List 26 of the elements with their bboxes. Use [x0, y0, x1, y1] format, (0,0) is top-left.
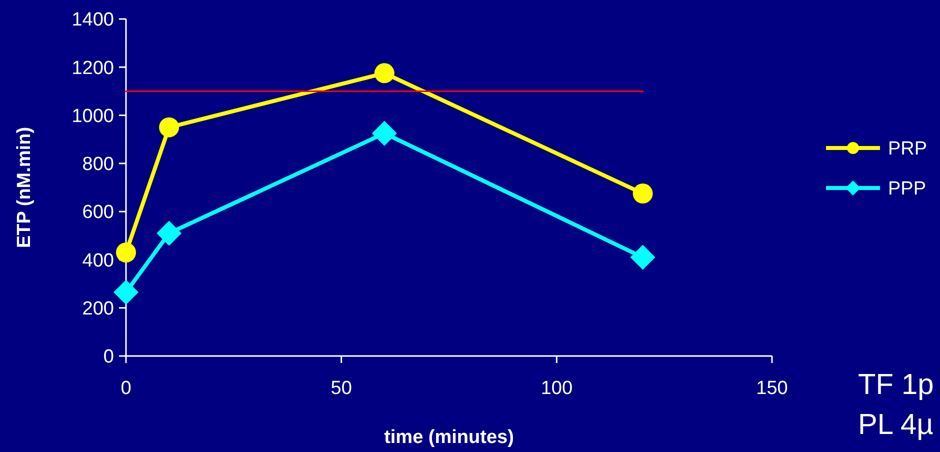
point — [159, 117, 180, 138]
y-tick-label: 200 — [82, 298, 114, 320]
x-tick-label: 50 — [330, 378, 352, 399]
y-tick-label: 800 — [82, 154, 114, 176]
legend-label: PPP — [888, 178, 926, 200]
point — [374, 63, 394, 84]
x-tick-label: 0 — [120, 378, 132, 399]
point — [116, 242, 136, 262]
x-tick-label: 100 — [540, 378, 573, 399]
point — [156, 220, 182, 246]
point — [630, 244, 656, 270]
point — [632, 184, 653, 204]
y-tick-label: 600 — [82, 202, 114, 224]
point — [114, 280, 138, 305]
y-tick-label: 1000 — [72, 106, 114, 127]
point — [372, 120, 397, 146]
y-tick-label: 400 — [82, 250, 114, 272]
legend-label: PRP — [888, 138, 928, 160]
text: TF 1p — [858, 369, 934, 401]
x-axis-title: time (minutes) — [384, 427, 514, 448]
x-tick-label: 150 — [756, 378, 788, 399]
y-tick-label: 0 — [103, 346, 114, 368]
y-tick-label: 1400 — [72, 10, 114, 31]
text: PL 4µ — [858, 409, 934, 441]
y-axis-title: ETP (nM.min) — [14, 126, 35, 248]
y-tick-label: 1200 — [72, 58, 114, 79]
